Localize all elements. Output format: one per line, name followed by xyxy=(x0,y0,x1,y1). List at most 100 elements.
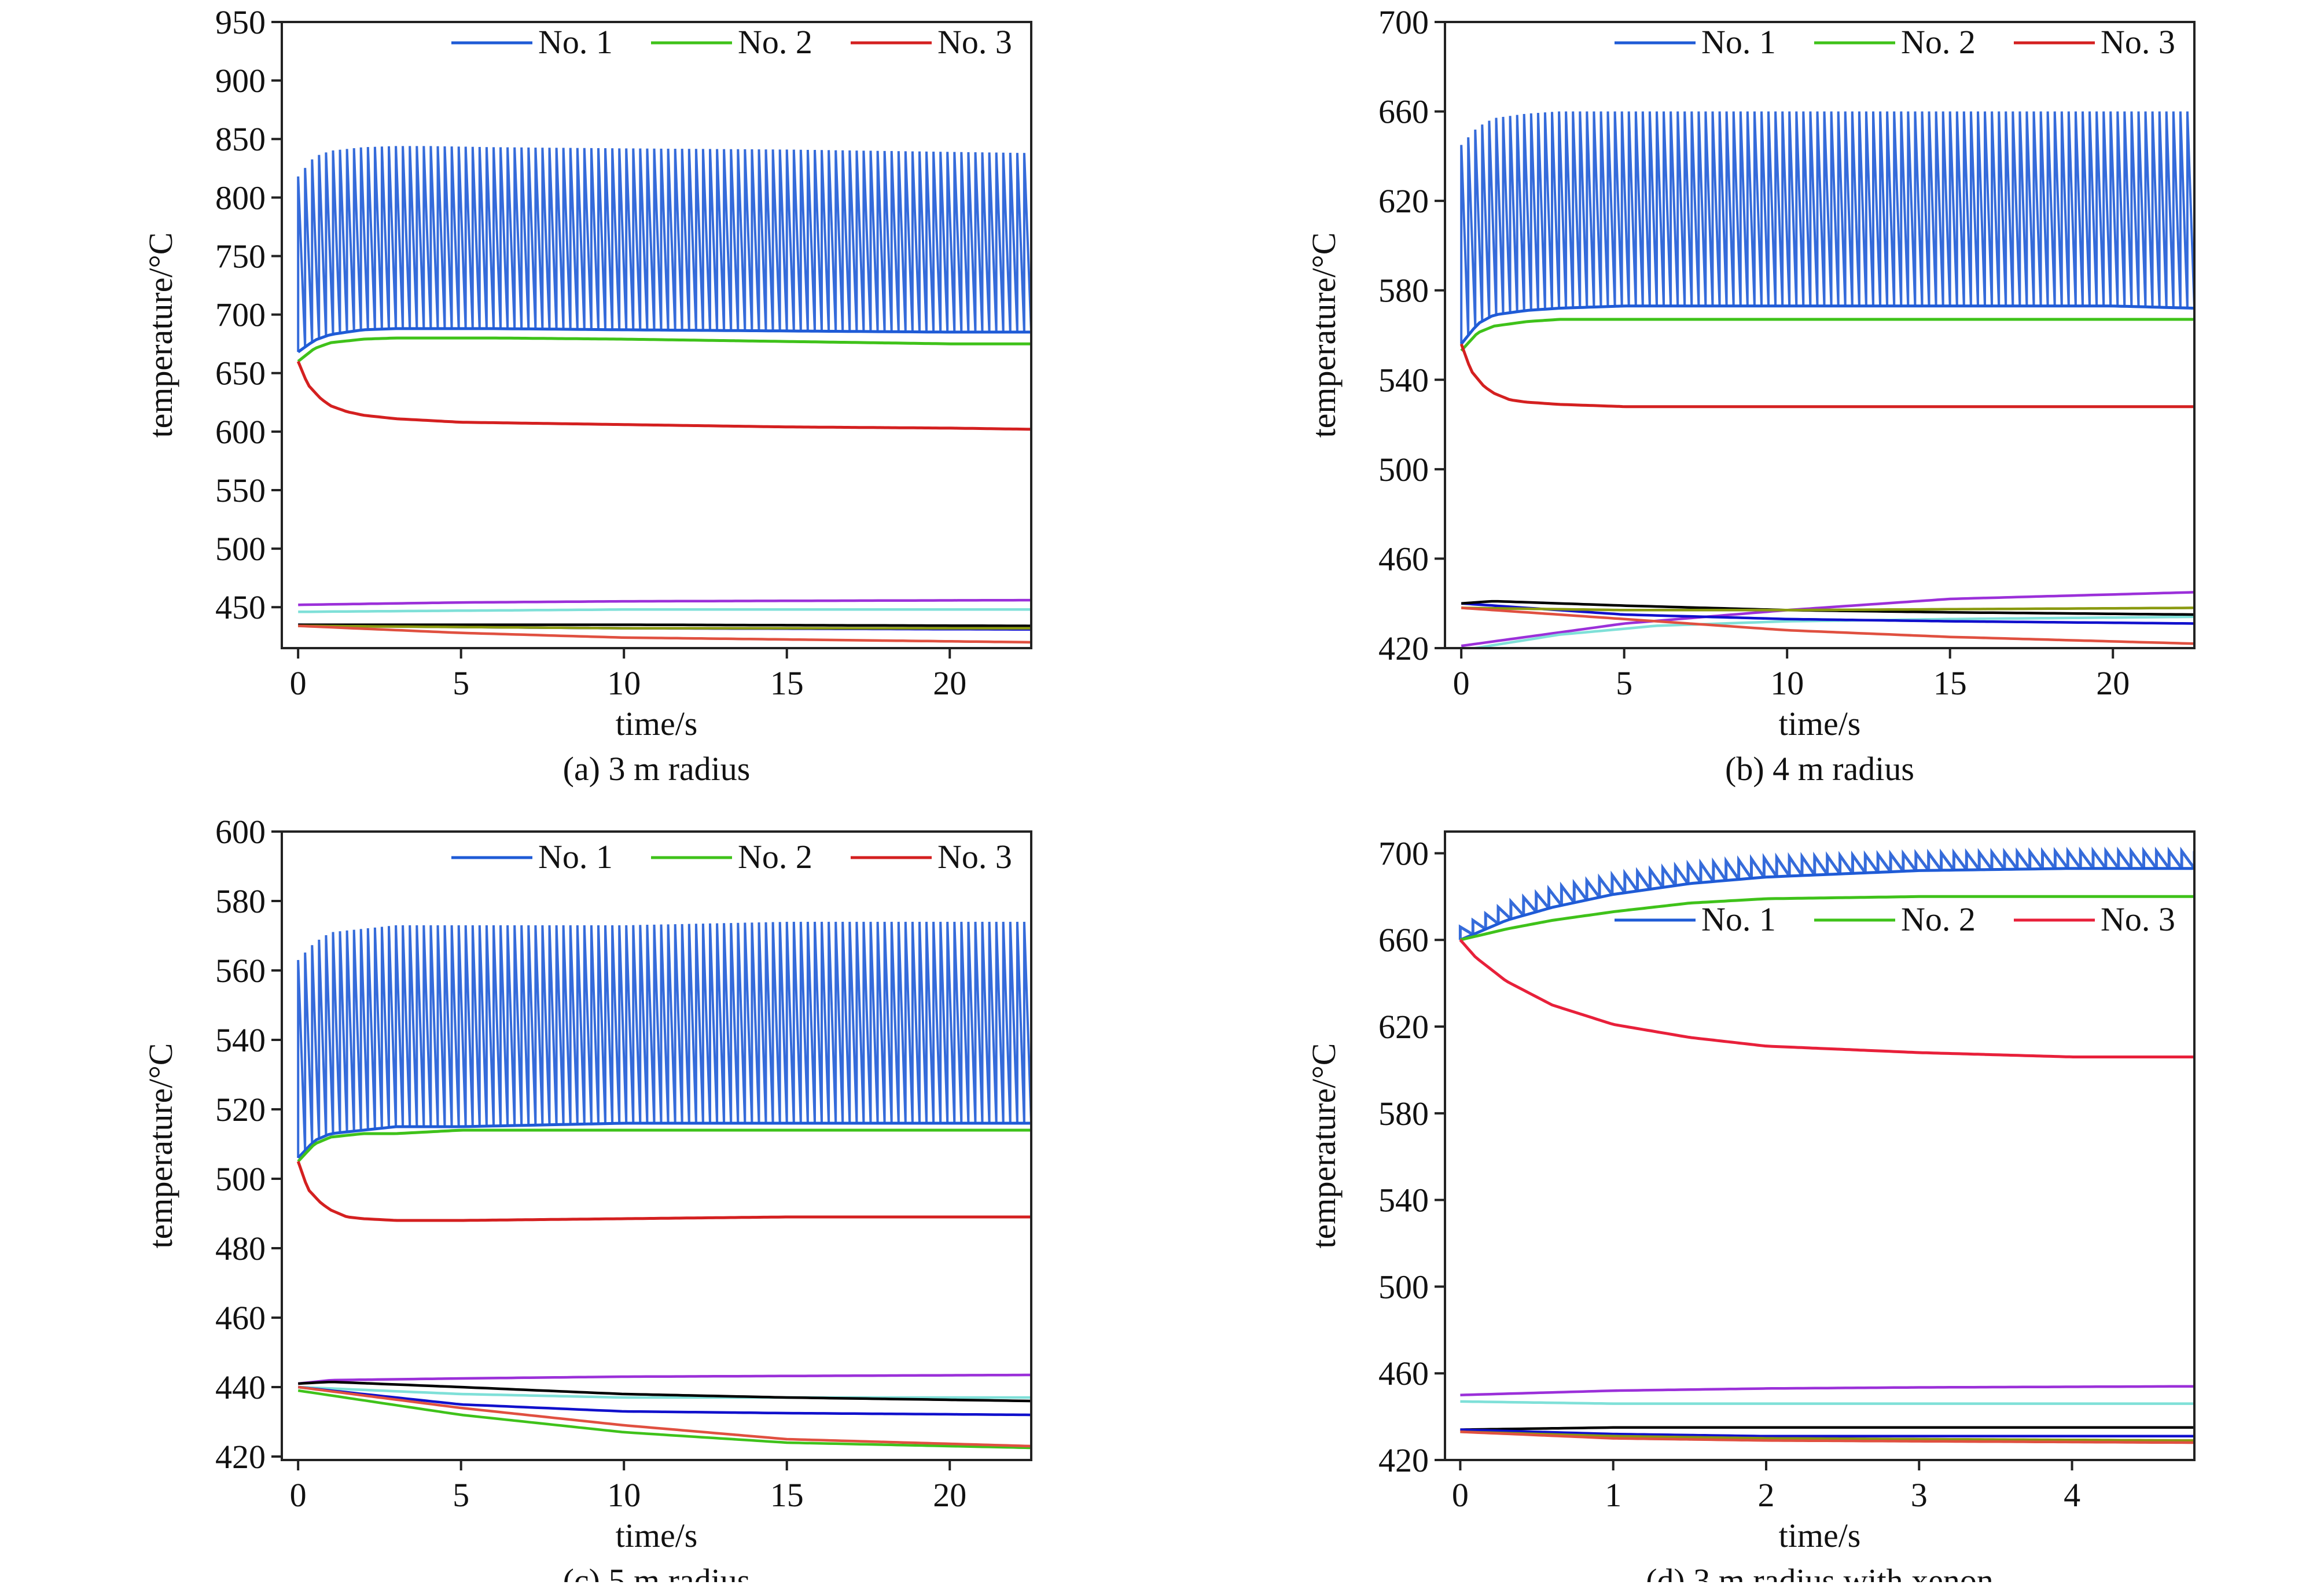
legend-label-3: No. 3 xyxy=(937,23,1012,61)
axes-frame xyxy=(1444,21,2196,649)
y-tick-label: 950 xyxy=(215,3,266,41)
y-tick-label: 460 xyxy=(1378,1355,1429,1392)
series-lower-envelope xyxy=(297,1121,1031,1159)
series-band-1 xyxy=(297,921,1031,1158)
y-tick-label: 560 xyxy=(215,952,266,990)
x-tick-label: 10 xyxy=(607,1476,641,1514)
plot-area xyxy=(296,146,1031,644)
x-tick-label: 20 xyxy=(2096,664,2130,702)
series-line-2 xyxy=(1459,895,2194,942)
y-tick-label: 480 xyxy=(215,1230,266,1267)
y-tick-label: 620 xyxy=(1378,1008,1429,1046)
extra-curve-1 xyxy=(1460,1385,2194,1396)
legend: No. 1 No. 2 No. 3 xyxy=(451,23,1012,61)
x-tick-label: 2 xyxy=(1758,1476,1775,1514)
extra-curve-5 xyxy=(298,624,1031,630)
x-tick-label: 10 xyxy=(1770,664,1804,702)
y-tick-label: 500 xyxy=(1378,1268,1429,1305)
x-tick-label: 20 xyxy=(933,1476,966,1514)
x-tick-label: 5 xyxy=(453,664,469,702)
legend-label-1: No. 1 xyxy=(538,838,613,876)
extra-curve-2 xyxy=(298,1385,1031,1399)
y-tick-label: 700 xyxy=(1378,3,1429,41)
y-tick-label: 580 xyxy=(215,882,266,920)
extra-curve-4 xyxy=(298,623,1031,627)
y-tick-label: 660 xyxy=(1378,93,1429,131)
legend-label-2: No. 2 xyxy=(738,838,812,876)
legend: No. 1 No. 2 No. 3 xyxy=(451,838,1012,876)
legend-label-1: No. 1 xyxy=(1701,900,1776,938)
y-tick-label: 440 xyxy=(215,1369,266,1406)
axes-frame xyxy=(281,830,1032,1461)
extra-curve-6 xyxy=(298,624,1031,644)
y-tick-label: 500 xyxy=(1378,451,1429,488)
legend-label-2: No. 2 xyxy=(1901,900,1976,938)
series-line-2 xyxy=(1460,318,2194,352)
y-tick-label: 420 xyxy=(1378,1441,1429,1479)
series-line-2 xyxy=(297,1128,1031,1163)
x-tick-label: 4 xyxy=(2064,1476,2080,1514)
plot-area xyxy=(1458,847,2194,1444)
x-axis-label: time/s xyxy=(616,1517,698,1554)
y-tick-label: 750 xyxy=(215,237,266,275)
y-tick-label: 700 xyxy=(1378,834,1429,872)
extra-curve-3 xyxy=(297,1385,1031,1417)
panel-caption: (b) 4 m radius xyxy=(1725,750,1914,788)
legend-label-1: No. 1 xyxy=(1701,23,1776,61)
y-tick-label: 800 xyxy=(215,179,266,216)
x-tick-label: 5 xyxy=(453,1476,469,1514)
legend: No. 1 No. 2 No. 3 xyxy=(1615,900,2175,938)
legend-label-2: No. 2 xyxy=(1901,23,1976,61)
axes-frame xyxy=(281,21,1032,649)
series-lower-envelope xyxy=(297,327,1031,354)
x-tick-label: 0 xyxy=(1452,1476,1469,1514)
y-tick-label: 620 xyxy=(1378,182,1429,220)
chart-panel-3: 0 5 10 15 20 420 440 460 480 500 520 540 560 580 600 ti… xyxy=(142,813,1032,1585)
x-axis-label: time/s xyxy=(1779,705,1861,742)
panel-caption: (d) 3 m radius with xenon xyxy=(1646,1562,1994,1582)
y-tick-label: 420 xyxy=(1378,630,1429,667)
y-tick-label: 900 xyxy=(215,62,266,100)
y-tick-label: 580 xyxy=(1378,1095,1429,1132)
x-tick-label: 3 xyxy=(1911,1476,1928,1514)
series-lower-envelope xyxy=(1460,304,2194,345)
y-tick-label: 580 xyxy=(1378,272,1429,310)
extra-curve-1 xyxy=(297,1373,1031,1385)
legend-label-3: No. 3 xyxy=(2101,900,2175,938)
y-tick-label: 460 xyxy=(215,1299,266,1337)
y-axis-label: temperature/°C xyxy=(1305,233,1343,438)
y-tick-label: 450 xyxy=(215,589,266,626)
extra-curve-1 xyxy=(298,598,1031,606)
y-tick-label: 540 xyxy=(1378,361,1429,399)
y-tick-label: 540 xyxy=(215,1021,266,1059)
x-tick-label: 1 xyxy=(1605,1476,1621,1514)
legend-label-1: No. 1 xyxy=(538,23,613,61)
y-tick-label: 850 xyxy=(215,120,266,158)
series-band-1 xyxy=(1460,111,2194,344)
extra-curve-2 xyxy=(1460,1400,2194,1405)
x-axis-label: time/s xyxy=(1779,1517,1861,1554)
legend-label-3: No. 3 xyxy=(937,838,1012,876)
series-line-3 xyxy=(1459,939,2194,1058)
x-tick-label: 15 xyxy=(1933,664,1967,702)
extra-curve-6 xyxy=(1460,1430,2194,1444)
x-tick-label: 10 xyxy=(607,664,641,702)
legend-label-2: No. 2 xyxy=(738,23,812,61)
y-axis-label: temperature/°C xyxy=(142,233,179,438)
chart-panel-4: 0 1 2 3 4 420 460 500 540 580 620 660 700 time/s tempe… xyxy=(1305,830,2196,1585)
extra-curve-4 xyxy=(1460,1428,2194,1438)
panel-caption: (a) 3 m radius xyxy=(563,750,751,788)
series-line-2 xyxy=(297,336,1031,363)
y-tick-label: 540 xyxy=(1378,1182,1429,1219)
y-tick-label: 600 xyxy=(215,413,266,451)
series-band-1 xyxy=(297,146,1031,352)
extra-curve-2 xyxy=(298,608,1031,613)
chart-panel-1: 0 5 10 15 20 450 500 550 600 650 700 750 800 850 900 95… xyxy=(142,3,1032,788)
x-tick-label: 5 xyxy=(1616,664,1632,702)
y-tick-label: 600 xyxy=(215,813,266,851)
extra-curve-5 xyxy=(297,1389,1031,1450)
x-tick-label: 20 xyxy=(933,664,966,702)
series-line-3 xyxy=(296,361,1031,431)
panel-caption: (c) 5 m radius xyxy=(563,1562,751,1582)
